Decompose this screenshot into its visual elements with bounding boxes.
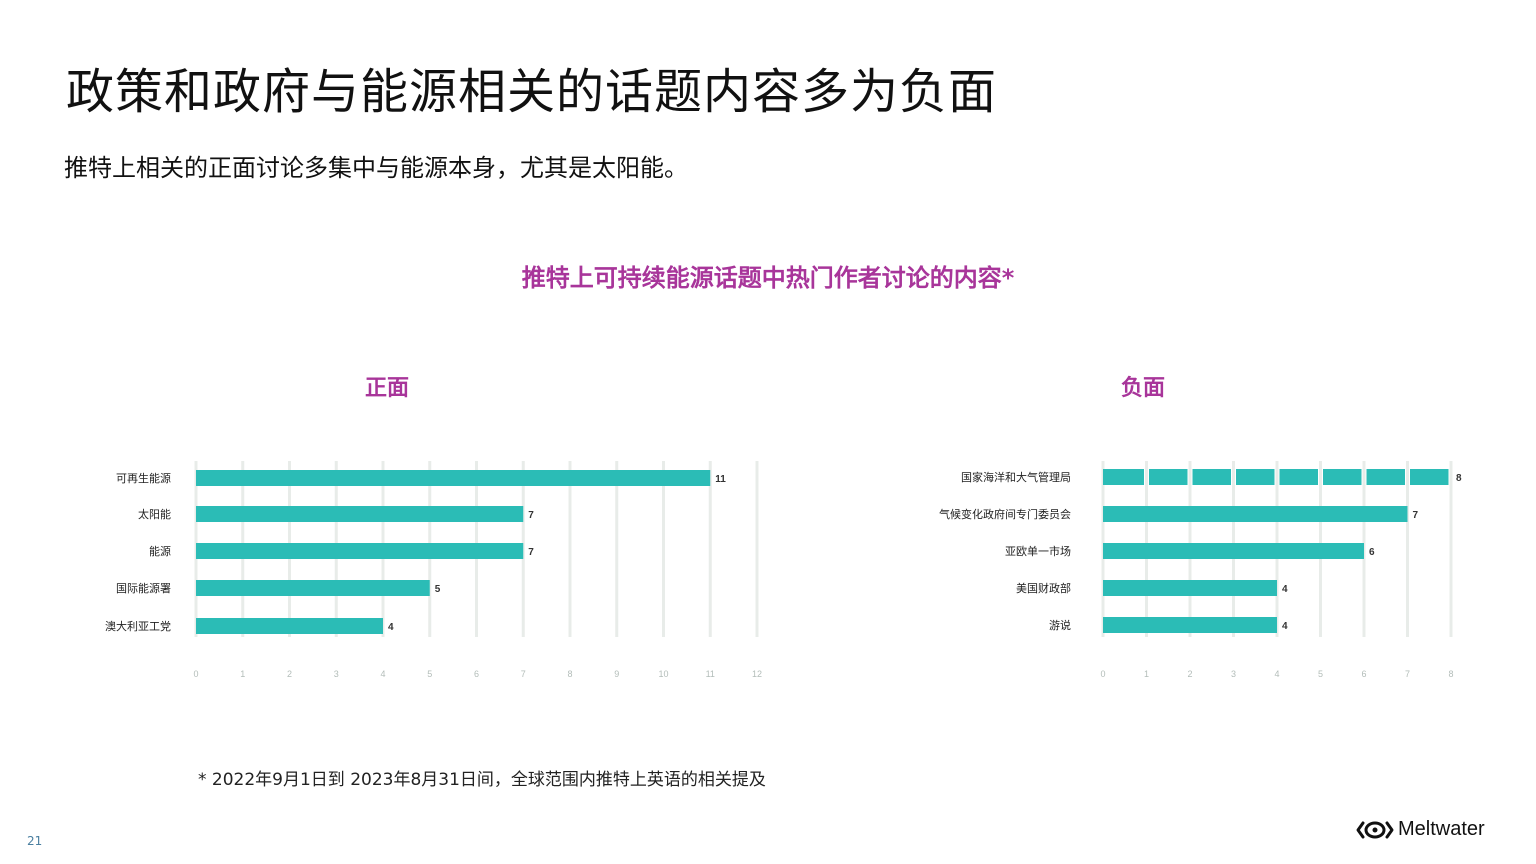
negative-bar (1103, 580, 1277, 596)
negative-x-tick-label: 7 (1405, 669, 1410, 679)
negative-bar-segment (1149, 469, 1188, 485)
negative-data-label: 8 (1456, 473, 1462, 484)
negative-bar-segment (1192, 469, 1231, 485)
meltwater-logo-icon (1356, 821, 1394, 838)
negative-x-tick-label: 3 (1231, 669, 1236, 679)
positive-bar (196, 543, 524, 559)
positive-x-tick-label: 4 (380, 669, 385, 679)
negative-bar-segment (1366, 469, 1405, 485)
positive-x-tick-label: 8 (567, 669, 572, 679)
positive-gridline (755, 461, 759, 637)
negative-gridline (1406, 461, 1409, 637)
positive-x-tick-label: 3 (334, 669, 339, 679)
page-title: 政策和政府与能源相关的话题内容多为负面 (66, 64, 998, 120)
positive-bar (196, 506, 524, 522)
positive-data-label: 5 (435, 584, 441, 595)
negative-bar (1103, 543, 1364, 559)
footnote: * 2022年9月1日到 2023年8月31日间，全球范围内推特上英语的相关提及 (198, 770, 766, 790)
positive-gridline (662, 461, 665, 637)
positive-gridline (708, 461, 712, 637)
positive-gridline (568, 461, 572, 637)
negative-data-label: 6 (1369, 547, 1375, 558)
positive-bar (196, 618, 383, 634)
negative-bar-segment (1410, 469, 1449, 485)
negative-category-label: 亚欧单一市场 (1005, 544, 1071, 558)
positive-category-label: 太阳能 (138, 507, 171, 521)
positive-x-tick-label: 9 (614, 669, 619, 679)
negative-data-label: 4 (1282, 584, 1288, 595)
positive-x-tick-label: 2 (287, 669, 292, 679)
positive-bar (196, 470, 711, 486)
negative-x-tick-label: 8 (1448, 669, 1453, 679)
meltwater-logo: Meltwater (1356, 818, 1485, 841)
negative-x-tick-label: 1 (1144, 669, 1149, 679)
negative-gridline (1449, 461, 1453, 637)
positive-category-label: 国际能源署 (116, 581, 171, 595)
negative-x-tick-label: 4 (1274, 669, 1279, 679)
positive-category-label: 澳大利亚工党 (105, 619, 171, 633)
negative-x-tick-label: 6 (1361, 669, 1366, 679)
negative-category-label: 气候变化政府间专门委员会 (939, 507, 1071, 521)
positive-data-label: 7 (528, 510, 534, 521)
chart-heading: 推特上可持续能源话题中热门作者讨论的内容* (521, 264, 1015, 292)
positive-x-tick-label: 1 (240, 669, 245, 679)
negative-data-label: 4 (1282, 621, 1288, 632)
page-subtitle: 推特上相关的正面讨论多集中与能源本身，尤其是太阳能。 (64, 154, 688, 182)
negative-x-tick-label: 0 (1100, 669, 1105, 679)
negative-x-tick-label: 5 (1318, 669, 1323, 679)
positive-x-tick-label: 11 (706, 669, 715, 679)
positive-x-tick-label: 12 (752, 669, 762, 679)
negative-data-label: 7 (1413, 510, 1419, 521)
page-number: 21 (27, 834, 43, 848)
negative-bar-segment (1236, 469, 1275, 485)
negative-category-label: 国家海洋和大气管理局 (961, 470, 1071, 484)
negative-bar-segment (1323, 469, 1362, 485)
positive-category-label: 能源 (149, 544, 171, 558)
negative-x-tick-label: 2 (1187, 669, 1192, 679)
positive-data-label: 7 (528, 547, 534, 558)
positive-category-label: 可再生能源 (116, 471, 171, 485)
negative-category-label: 游说 (1049, 618, 1071, 632)
positive-bar (196, 580, 430, 596)
positive-x-tick-label: 5 (427, 669, 432, 679)
positive-data-label: 4 (388, 622, 394, 633)
positive-x-tick-label: 10 (658, 669, 668, 679)
positive-x-tick-label: 6 (474, 669, 479, 679)
negative-category-label: 美国财政部 (1016, 581, 1071, 595)
positive-gridline (615, 461, 619, 637)
positive-x-tick-label: 7 (521, 669, 526, 679)
positive-data-label: 11 (715, 474, 726, 485)
negative-bar-segment (1279, 469, 1318, 485)
negative-panel-title: 负面 (1121, 376, 1166, 401)
brand-name: Meltwater (1398, 818, 1485, 840)
positive-panel-title: 正面 (365, 376, 410, 401)
negative-bar (1103, 506, 1408, 522)
negative-bar (1103, 617, 1277, 633)
negative-bar-segment (1103, 469, 1144, 485)
positive-x-tick-label: 0 (193, 669, 198, 679)
